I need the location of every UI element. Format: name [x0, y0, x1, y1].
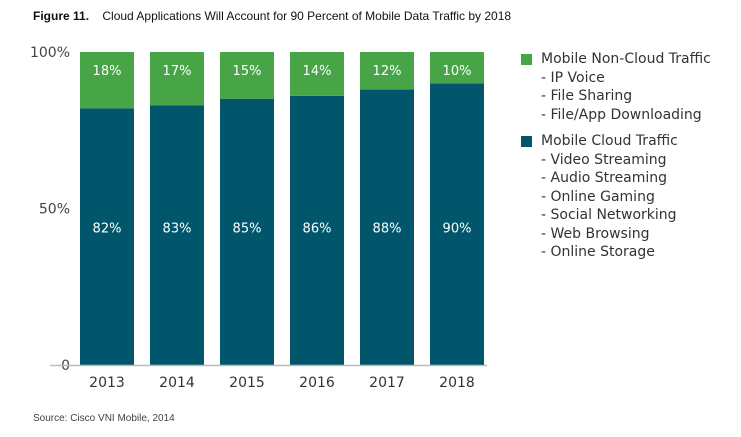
legend-group-cloud: Mobile Cloud Traffic - Video Streaming -…: [521, 132, 711, 262]
data-label: 90%: [443, 222, 472, 237]
figure-title-text: Cloud Applications Will Account for 90 P…: [102, 9, 512, 23]
data-label: 82%: [93, 222, 122, 237]
data-label: 85%: [233, 222, 262, 237]
legend-subitem: - Web Browsing: [541, 225, 650, 242]
bar-segment-cloud: [150, 105, 204, 366]
bar-segment-noncloud: [430, 52, 484, 84]
x-tick-label: 2018: [439, 375, 475, 391]
bars-group: 82% 18% 83% 17% 85% 15% 86% 14% 88% 12% 90% 10%: [80, 52, 484, 366]
bar-segment-cloud: [430, 83, 484, 366]
legend-subitem: - File Sharing: [541, 88, 633, 104]
data-label: 14%: [303, 64, 332, 79]
x-axis: 2013 2014 2015 2016 2017 2018: [50, 364, 487, 391]
data-label: 83%: [163, 222, 192, 237]
figure-title: Figure 11. Cloud Applications Will Accou…: [33, 9, 511, 23]
bar-segment-noncloud: [220, 52, 274, 99]
figure-number: Figure 11.: [33, 9, 90, 23]
data-label: 18%: [93, 64, 122, 79]
source-note: Source: Cisco VNI Mobile, 2014: [33, 413, 175, 424]
bar-segment-noncloud: [80, 52, 134, 109]
y-axis: 050%100%: [30, 45, 70, 374]
y-tick-label: 100%: [30, 45, 70, 61]
x-tick-label: 2016: [299, 375, 335, 391]
legend-swatch-noncloud: [521, 53, 532, 65]
data-label: 86%: [303, 222, 332, 237]
bar-segment-noncloud: [360, 52, 414, 90]
data-label: 12%: [373, 64, 402, 79]
bar-segment-noncloud: [290, 52, 344, 96]
legend-subitem: - Audio Streaming: [541, 170, 668, 186]
legend-subitem: - Online Storage: [541, 244, 655, 260]
data-label: 15%: [233, 64, 262, 79]
bar-segment-cloud: [220, 98, 274, 365]
bar-segment-noncloud: [150, 52, 204, 106]
data-label: 88%: [373, 222, 402, 237]
bar-segment-cloud: [80, 108, 134, 365]
legend-subitem: - IP Voice: [541, 69, 605, 86]
y-tick-label: 50%: [39, 202, 70, 218]
legend-subitem: - Video Streaming: [541, 151, 667, 168]
x-tick-label: 2015: [229, 375, 265, 391]
legend-subitem: - File/App Downloading: [541, 106, 702, 123]
bar-segment-cloud: [360, 89, 414, 365]
data-label: 10%: [443, 64, 472, 79]
legend-label-noncloud: Mobile Non-Cloud Traffic: [541, 51, 711, 67]
x-tick-label: 2014: [159, 375, 195, 391]
x-tick-label: 2013: [89, 375, 125, 391]
legend-swatch-cloud: [521, 135, 532, 147]
legend-subitem: - Online Gaming: [541, 188, 655, 205]
legend: Mobile Non-Cloud Traffic - IP Voice - Fi…: [521, 50, 711, 270]
x-tick-label: 2017: [369, 375, 405, 391]
legend-subitem: - Social Networking: [541, 207, 677, 223]
legend-label-cloud: Mobile Cloud Traffic: [541, 133, 678, 149]
legend-group-noncloud: Mobile Non-Cloud Traffic - IP Voice - Fi…: [521, 50, 711, 124]
bar-segment-cloud: [290, 95, 344, 365]
data-label: 17%: [163, 64, 192, 79]
